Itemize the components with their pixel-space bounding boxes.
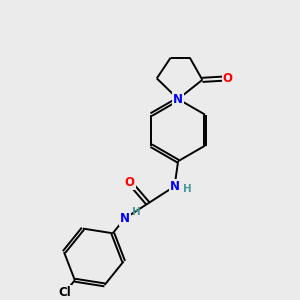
Text: N: N <box>120 212 130 225</box>
Text: N: N <box>169 180 179 193</box>
Text: H: H <box>183 184 191 194</box>
Text: N: N <box>173 93 183 106</box>
Text: Cl: Cl <box>58 286 71 299</box>
Text: O: O <box>124 176 135 189</box>
Text: H: H <box>132 207 140 217</box>
Text: O: O <box>223 72 232 85</box>
